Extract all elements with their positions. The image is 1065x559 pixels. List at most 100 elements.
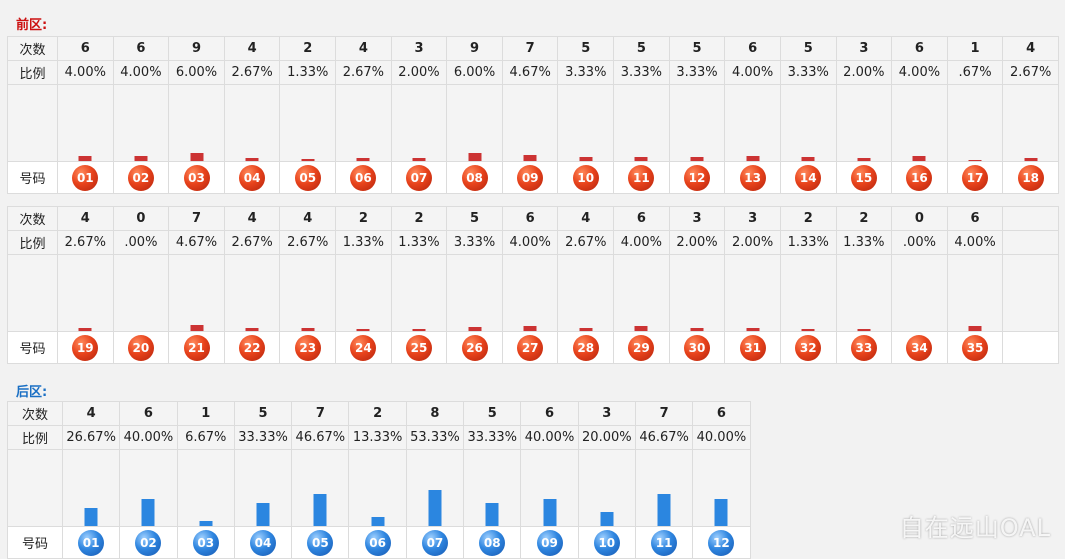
count-cell: 4 xyxy=(557,206,615,231)
count-cell: 0 xyxy=(112,206,170,231)
number-cell: 20 xyxy=(112,331,170,364)
bar-cell xyxy=(891,254,948,332)
bar-cell xyxy=(501,84,559,162)
number-cell: 08 xyxy=(463,526,522,559)
number-ball-08: 08 xyxy=(479,529,506,556)
row-label-count: 次数 xyxy=(7,206,58,231)
number-ball-14: 14 xyxy=(795,164,822,191)
number-cell: 06 xyxy=(335,161,392,194)
number-cell: 24 xyxy=(335,331,392,364)
number-ball-03: 03 xyxy=(192,529,219,556)
watermark: 自在远山OAL xyxy=(899,514,1051,542)
count-cell: 1 xyxy=(176,401,235,426)
count-cell: 6 xyxy=(57,36,114,61)
bar-cell xyxy=(176,449,235,527)
row-label-number: 号码 xyxy=(7,526,63,559)
bar-cell xyxy=(335,84,392,162)
number-ball-12: 12 xyxy=(684,164,710,191)
bar-cell xyxy=(724,254,781,332)
number-cell: 08 xyxy=(446,161,503,194)
number-ball-20: 20 xyxy=(127,334,154,361)
count-cell: 2 xyxy=(835,206,893,231)
count-cell: 6 xyxy=(891,36,948,61)
count-cell: 5 xyxy=(613,36,670,61)
number-cell: 03 xyxy=(176,526,235,559)
bar-12 xyxy=(714,499,728,526)
ratio-cell: 40.00% xyxy=(692,425,751,450)
bar-cell xyxy=(446,84,503,162)
count-cell: 6 xyxy=(112,36,170,61)
count-cell: 8 xyxy=(405,401,465,426)
number-ball-10: 10 xyxy=(572,164,599,191)
bar-cell xyxy=(557,254,615,332)
ratio-cell: 4.00% xyxy=(724,60,781,85)
number-cell: 01 xyxy=(57,161,114,194)
number-cell: 06 xyxy=(348,526,407,559)
number-ball-17: 17 xyxy=(962,164,989,191)
count-cell: 7 xyxy=(168,206,225,231)
bar-cell xyxy=(112,84,170,162)
back-zone-title: 后区: xyxy=(16,385,48,400)
number-cell: 18 xyxy=(1002,161,1059,194)
bar-cell xyxy=(634,449,694,527)
number-ball-02: 02 xyxy=(127,164,154,191)
row-label-count: 次数 xyxy=(7,401,63,426)
number-cell: 12 xyxy=(668,161,726,194)
bar-04 xyxy=(256,503,270,526)
count-cell: 6 xyxy=(724,36,781,61)
row-label-number: 号码 xyxy=(7,331,58,364)
ratio-cell: 4.00% xyxy=(946,230,1004,255)
number-ball-12: 12 xyxy=(708,529,735,556)
ratio-cell: 1.33% xyxy=(835,230,893,255)
number-ball-34: 34 xyxy=(906,334,933,361)
number-cell: 33 xyxy=(835,331,893,364)
front-zone-title: 前区: xyxy=(16,18,48,33)
count-cell: 7 xyxy=(634,401,694,426)
bar-13 xyxy=(746,156,760,161)
ratio-cell: 4.00% xyxy=(57,60,114,85)
bar-05 xyxy=(301,159,315,161)
number-cell: 16 xyxy=(891,161,948,194)
number-cell: 25 xyxy=(390,331,448,364)
count-cell: 9 xyxy=(446,36,503,61)
ratio-cell: 4.67% xyxy=(168,230,225,255)
bar-cell xyxy=(390,84,448,162)
number-ball-07: 07 xyxy=(405,164,432,191)
number-cell: 13 xyxy=(724,161,781,194)
number-ball-25: 25 xyxy=(405,334,432,361)
count-cell: 9 xyxy=(168,36,225,61)
number-cell: 19 xyxy=(57,331,114,364)
bar-cell xyxy=(520,449,579,527)
bar-cell xyxy=(692,449,751,527)
bar-15 xyxy=(857,158,871,161)
number-ball-29: 29 xyxy=(628,334,655,361)
bar-11 xyxy=(657,494,671,526)
ratio-cell: 46.67% xyxy=(291,425,350,450)
bar-22 xyxy=(245,328,259,331)
count-cell: 6 xyxy=(520,401,579,426)
number-ball-13: 13 xyxy=(739,164,766,191)
bar-23 xyxy=(301,328,315,331)
bar-35 xyxy=(968,326,982,331)
number-ball-05: 05 xyxy=(307,529,334,556)
bar-27 xyxy=(523,326,537,331)
number-ball-01: 01 xyxy=(72,164,99,191)
number-ball-10: 10 xyxy=(593,529,620,556)
bar-cell xyxy=(119,449,178,527)
count-cell: 4 xyxy=(61,401,121,426)
bar-cell xyxy=(891,84,948,162)
count-cell: 3 xyxy=(668,206,726,231)
number-ball-28: 28 xyxy=(572,334,599,361)
bar-cell xyxy=(335,254,392,332)
number-ball-04: 04 xyxy=(250,529,277,556)
ratio-cell: 3.33% xyxy=(446,230,503,255)
number-cell: 29 xyxy=(613,331,670,364)
ratio-cell: 46.67% xyxy=(634,425,694,450)
ratio-cell: 40.00% xyxy=(520,425,579,450)
count-cell: 6 xyxy=(692,401,751,426)
ratio-cell: 33.33% xyxy=(463,425,522,450)
number-ball-24: 24 xyxy=(350,334,377,361)
number-ball-16: 16 xyxy=(906,164,933,191)
number-cell: 15 xyxy=(835,161,893,194)
count-cell: 4 xyxy=(335,36,392,61)
